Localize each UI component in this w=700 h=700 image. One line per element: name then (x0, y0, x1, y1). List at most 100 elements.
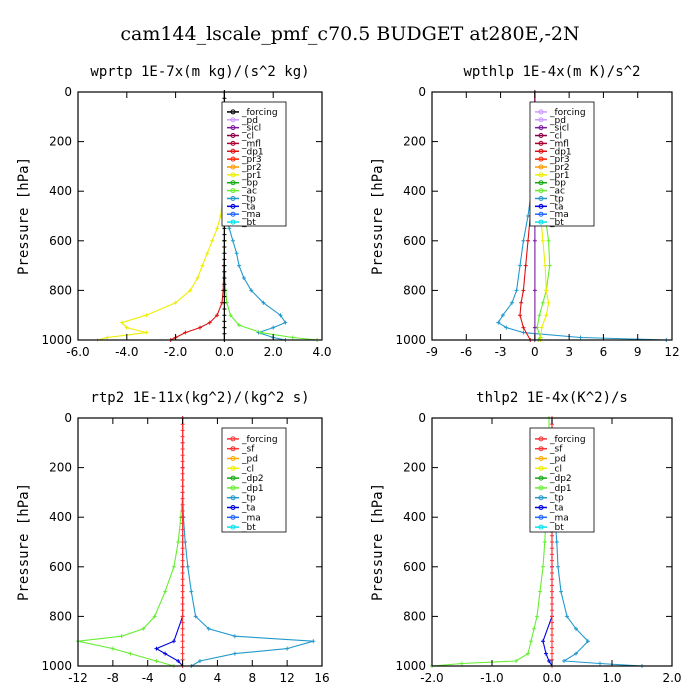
data-point-wpthlp-pr1 (546, 300, 551, 305)
data-point-wprtp-tp (241, 276, 246, 280)
data-point-wpthlp-ac (547, 263, 552, 268)
legend-label-wpthlp: _mfl (549, 139, 569, 149)
data-point-rtp2-forcing (180, 614, 185, 619)
data-point-wprtp-pr1 (105, 335, 110, 340)
legend-marker-rtp2 (230, 514, 236, 520)
panel-wprtp: wprtp 1E-7x(m kg)/(s^2 kg) Pressure [hPa]… (16, 64, 332, 359)
legend-label-wprtp: _cl (241, 132, 254, 142)
data-point-rtp2-forcing (180, 626, 185, 631)
data-point-rtp2-dp1 (154, 659, 159, 664)
data-point-thlp2-forcing (550, 577, 554, 582)
legend-label-wprtp: _pr3 (241, 155, 262, 165)
data-point-thlp2-dp1 (460, 661, 464, 666)
y-tick-label-wpthlp: 1000 (395, 333, 426, 347)
data-point-wpthlp-tp (510, 300, 514, 305)
data-point-wprtp-dp1 (207, 320, 212, 325)
data-point-wpthlp-pr1 (544, 288, 549, 293)
x-tick-label-thlp2: 1.0 (602, 671, 621, 685)
data-point-wprtp-tp (283, 320, 288, 325)
data-point-wpthlp-dp1 (526, 238, 530, 243)
data-point-wprtp-forcing (222, 307, 227, 311)
y-axis-label-wprtp: Pressure [hPa] (16, 157, 32, 275)
legend-marker-thlp2 (538, 514, 544, 520)
data-point-rtp2-forcing (180, 571, 185, 575)
data-point-rtp2-forcing (180, 509, 185, 513)
legend-label-wprtp: _tp (241, 194, 256, 204)
y-tick-label-wpthlp: 400 (403, 184, 426, 198)
x-tick-label-wpthlp: -3 (495, 345, 507, 359)
x-tick-label-thlp2: -1.0 (480, 671, 503, 685)
data-point-wpthlp-pr1 (543, 263, 548, 268)
legend-label-thlp2: _tp (549, 494, 564, 504)
data-point-thlp2-forcing (550, 639, 554, 644)
x-tick-label-wprtp: 2.0 (264, 345, 283, 359)
data-point-wpthlp-tp (518, 263, 522, 268)
data-point-wprtp-tp (249, 288, 254, 293)
data-point-wprtp-pr1 (144, 330, 149, 335)
data-point-rtp2-dp1 (119, 634, 124, 639)
data-point-thlp2-forcing (550, 589, 554, 594)
data-point-thlp2-dp1 (529, 639, 533, 644)
data-point-thlp2-tp (574, 626, 578, 631)
y-tick-label-thlp2: 0 (418, 411, 426, 425)
data-point-wprtp-forcing (222, 282, 227, 287)
plot-frame-rtp2 (77, 417, 323, 667)
x-tick-label-wpthlp: 9 (634, 345, 642, 359)
data-point-thlp2-ta (547, 659, 551, 664)
legend-marker-rtp2 (230, 485, 236, 491)
legend-marker-rtp2 (230, 446, 236, 452)
panel-rtp2: rtp2 1E-11x(kg^2)/(kg^2 s) Pressure [hPa]… (16, 390, 330, 685)
legend-marker-wprtp (230, 172, 236, 178)
data-point-wpthlp-tp (504, 325, 509, 330)
legend-marker-thlp2 (538, 495, 544, 501)
data-point-rtp2-forcing (180, 434, 185, 439)
data-point-rtp2-forcing (180, 484, 185, 489)
data-point-wpthlp-dp1 (523, 263, 528, 268)
legend-marker-wpthlp (538, 148, 544, 154)
data-point-rtp2-forcing (180, 583, 185, 588)
legend-wpthlp: _forcing_pd_sicl_cl_mfl_dp1_pr3_pr2_pr1_… (529, 101, 595, 228)
legend-marker-wprtp (230, 156, 236, 162)
legend-marker-wpthlp (538, 211, 544, 217)
data-point-thlp2-forcing (550, 608, 554, 613)
data-point-thlp2-forcing (550, 564, 554, 569)
legend-marker-wpthlp (538, 172, 544, 178)
series-line-rtp2-dp1 (77, 418, 184, 667)
y-tick-label-wpthlp: 0 (418, 85, 426, 99)
legend-marker-thlp2 (538, 524, 544, 530)
data-point-wprtp-pr1 (188, 288, 193, 293)
legend-marker-wpthlp (538, 109, 544, 115)
x-tick-label-wprtp: -4.0 (115, 345, 138, 359)
data-point-wprtp-pr1 (210, 238, 215, 243)
series-line-wprtp-pr1 (97, 92, 225, 341)
y-tick-label-rtp2: 0 (64, 411, 72, 425)
data-point-wprtp-forcing (222, 251, 227, 256)
legend-marker-rtp2 (230, 505, 236, 510)
legend-label-rtp2: _dp1 (241, 484, 264, 494)
data-point-rtp2-forcing (180, 496, 185, 501)
legend-marker-thlp2 (538, 475, 544, 481)
y-tick-label-rtp2: 200 (49, 461, 72, 475)
data-point-wprtp-forcing (222, 232, 227, 237)
legend-label-wpthlp: _bt (549, 218, 564, 228)
data-point-rtp2-tp (311, 639, 316, 644)
legend-marker-wprtp (230, 195, 236, 201)
data-point-rtp2-forcing (180, 558, 185, 563)
data-point-rtp2-forcing (180, 521, 185, 526)
data-point-thlp2-forcing (550, 558, 554, 563)
legend-marker-rtp2 (230, 436, 236, 442)
legend-label-thlp2: _dp1 (549, 484, 572, 494)
data-point-rtp2-ta (171, 639, 176, 644)
legend-thlp2: _forcing_sf_pd_cl_dp2_dp1_tp_ta_ma_bt (529, 427, 595, 533)
data-point-rtp2-forcing (180, 564, 185, 569)
y-axis-label-thlp2: Pressure [hPa] (370, 483, 386, 601)
data-point-thlp2-dp1 (532, 626, 536, 631)
legend-marker-rtp2 (230, 524, 236, 530)
legend-marker-wprtp (230, 109, 236, 115)
legend-marker-wpthlp (538, 156, 544, 162)
y-tick-label-wprtp: 400 (49, 184, 72, 198)
data-point-wprtp-forcing (222, 269, 227, 274)
data-point-thlp2-dp1 (535, 614, 539, 619)
data-point-thlp2-forcing (550, 583, 554, 588)
data-point-thlp2-tp (565, 614, 569, 619)
